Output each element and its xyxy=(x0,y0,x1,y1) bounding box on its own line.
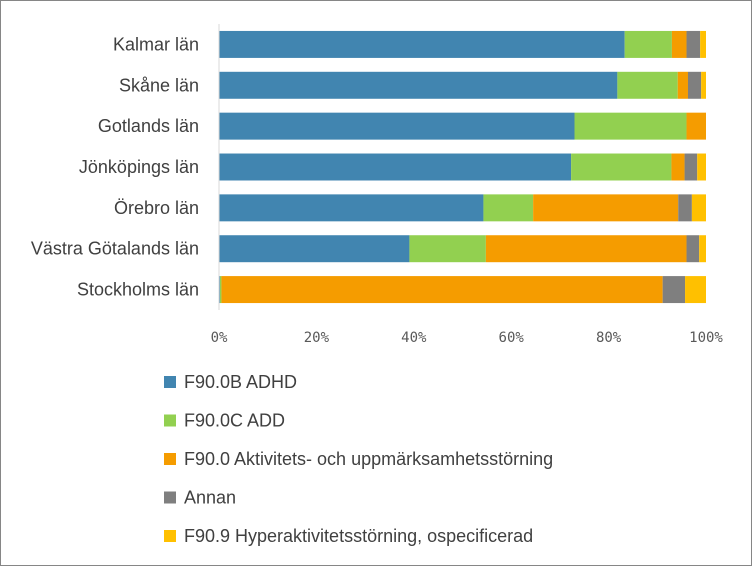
bar-kalmar-lan-series-2 xyxy=(671,30,687,58)
bar-jonkopings-lan-series-1 xyxy=(571,153,672,181)
bar-gotlands-lan-series-0 xyxy=(219,112,575,140)
legend-swatch xyxy=(164,530,176,542)
bar-orebro-lan-series-2 xyxy=(533,194,679,222)
category-label: Örebro län xyxy=(114,198,199,218)
x-tick-labels: 0% 20% 40% 60% 80% 100% xyxy=(211,330,724,346)
x-tick-label: 100% xyxy=(689,330,723,346)
legend-label: Annan xyxy=(184,488,236,508)
bar-stockholms-lan-series-3 xyxy=(662,276,686,304)
bar-kalmar-lan-series-1 xyxy=(624,30,672,58)
bar-jonkopings-lan-series-0 xyxy=(219,153,572,181)
bar-skane-lan-series-3 xyxy=(687,71,702,99)
bar-orebro-lan-series-3 xyxy=(678,194,692,222)
legend-item-1: F90.0C ADD xyxy=(164,411,285,431)
x-tick-label: 40% xyxy=(401,330,427,346)
x-tick-label: 0% xyxy=(211,330,228,346)
bar-gotlands-lan-series-2 xyxy=(686,112,706,140)
bar-skane-lan-series-1 xyxy=(617,71,678,99)
bar-stockholms-lan-series-4 xyxy=(685,276,706,304)
legend-item-4: F90.9 Hyperaktivitetsstörning, ospecific… xyxy=(164,526,533,546)
legend-label: F90.0 Aktivitets- och uppmärksamhetsstör… xyxy=(184,449,553,469)
bar-kalmar-lan-series-4 xyxy=(700,30,706,58)
bar-vastra-gotalands-lan-series-4 xyxy=(699,235,706,263)
legend-label: F90.0B ADHD xyxy=(184,372,297,392)
bar-vastra-gotalands-lan-series-0 xyxy=(219,235,410,263)
bar-jonkopings-lan-series-3 xyxy=(684,153,698,181)
bar-vastra-gotalands-lan-series-2 xyxy=(485,235,687,263)
legend-item-2: F90.0 Aktivitets- och uppmärksamhetsstör… xyxy=(164,449,553,469)
bar-jonkopings-lan-series-4 xyxy=(697,153,706,181)
legend-label: F90.0C ADD xyxy=(184,411,285,431)
bar-skane-lan-series-2 xyxy=(677,71,688,99)
x-tick-label: 80% xyxy=(596,330,622,346)
bar-orebro-lan-series-4 xyxy=(691,194,706,222)
category-label: Skåne län xyxy=(119,75,199,95)
bars-group xyxy=(219,30,706,304)
category-label: Stockholms län xyxy=(77,280,199,300)
x-tick-label: 20% xyxy=(304,330,330,346)
category-label: Västra Götalands län xyxy=(31,239,199,259)
bar-kalmar-lan-series-3 xyxy=(686,30,701,58)
category-label: Gotlands län xyxy=(98,116,199,136)
category-labels: Kalmar län Skåne län Gotlands län Jönköping… xyxy=(31,34,199,299)
bar-stockholms-lan-series-1 xyxy=(219,276,222,304)
bar-jonkopings-lan-series-2 xyxy=(671,153,685,181)
bar-skane-lan-series-4 xyxy=(701,71,706,99)
x-tick-label: 60% xyxy=(499,330,525,346)
bar-orebro-lan-series-1 xyxy=(483,194,534,222)
legend-label: F90.9 Hyperaktivitetsstörning, ospecific… xyxy=(184,526,533,546)
legend-item-3: Annan xyxy=(164,488,236,508)
category-label: Jönköpings län xyxy=(79,157,199,177)
bar-skane-lan-series-0 xyxy=(219,71,618,99)
bar-orebro-lan-series-0 xyxy=(219,194,484,222)
bar-gotlands-lan-series-1 xyxy=(574,112,687,140)
legend-swatch xyxy=(164,453,176,465)
legend: F90.0B ADHD F90.0C ADD F90.0 Aktivitets- o… xyxy=(164,372,553,546)
legend-item-0: F90.0B ADHD xyxy=(164,372,297,392)
bar-kalmar-lan-series-0 xyxy=(219,30,625,58)
bar-stockholms-lan-series-2 xyxy=(221,276,663,304)
bar-vastra-gotalands-lan-series-3 xyxy=(686,235,700,263)
bar-vastra-gotalands-lan-series-1 xyxy=(409,235,486,263)
legend-swatch xyxy=(164,376,176,388)
category-label: Kalmar län xyxy=(113,34,199,54)
legend-swatch xyxy=(164,491,176,504)
legend-swatch xyxy=(164,414,176,427)
